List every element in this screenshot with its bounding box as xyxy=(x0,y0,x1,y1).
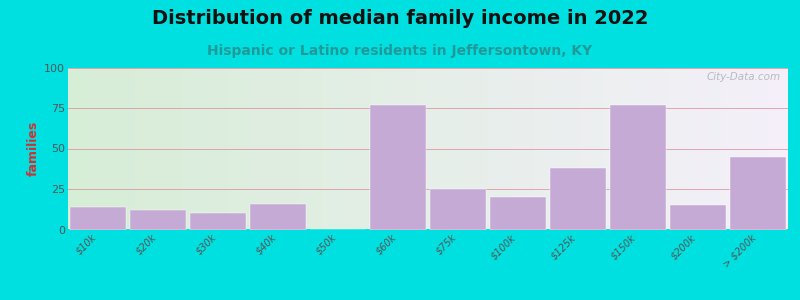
Y-axis label: families: families xyxy=(27,121,40,176)
Bar xyxy=(550,168,606,230)
Bar xyxy=(370,105,426,230)
Bar xyxy=(490,197,546,230)
Bar xyxy=(190,213,246,230)
Bar xyxy=(670,205,726,230)
Bar xyxy=(130,210,186,230)
Text: Distribution of median family income in 2022: Distribution of median family income in … xyxy=(152,9,648,28)
Bar xyxy=(430,189,486,230)
Bar xyxy=(250,204,306,230)
Text: Hispanic or Latino residents in Jeffersontown, KY: Hispanic or Latino residents in Jefferso… xyxy=(207,44,593,58)
Bar xyxy=(610,105,666,230)
Bar xyxy=(730,157,786,230)
Bar xyxy=(70,207,126,230)
Text: City-Data.com: City-Data.com xyxy=(706,72,781,82)
